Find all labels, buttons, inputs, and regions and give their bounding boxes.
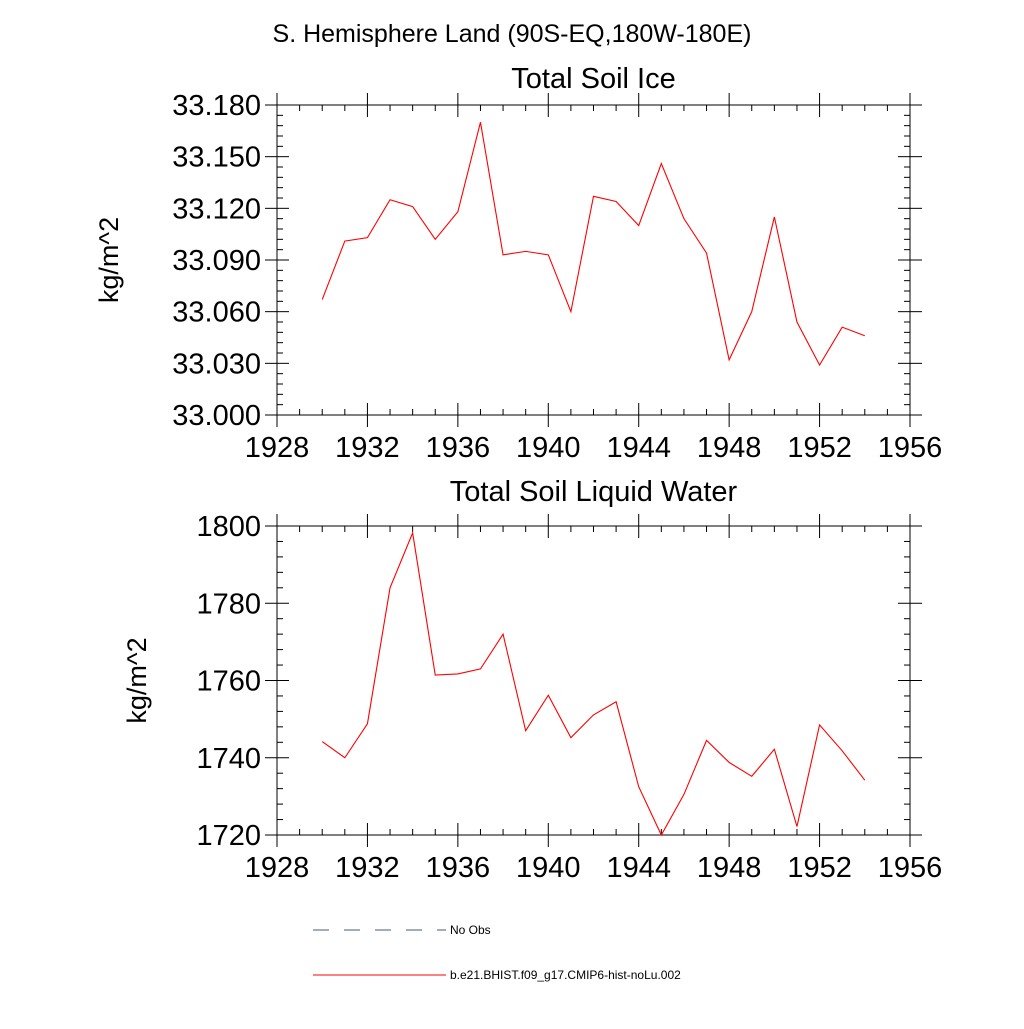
x-tick-label: 1940 <box>516 852 581 884</box>
legend: No Obs b.e21.BHIST.f09_g17.CMIP6-hist-noL… <box>313 923 681 982</box>
chart-title: Total Soil Ice <box>511 63 675 95</box>
chart-title: Total Soil Liquid Water <box>450 476 738 508</box>
y-axis-label: kg/m^2 <box>94 217 124 303</box>
y-tick-label: 33.060 <box>172 297 261 329</box>
x-tick-label: 1932 <box>335 852 400 884</box>
y-tick-label: 33.120 <box>172 193 261 225</box>
x-tick-label: 1952 <box>787 852 852 884</box>
x-tick-label: 1936 <box>426 852 491 884</box>
series-line <box>321 530 866 837</box>
y-tick-label: 1800 <box>196 511 261 543</box>
x-tick-label: 1936 <box>426 432 491 464</box>
x-tick-label: 1928 <box>245 852 310 884</box>
page-title: S. Hemisphere Land (90S-EQ,180W-180E) <box>273 20 752 48</box>
x-tick-label: 1948 <box>697 432 762 464</box>
y-tick-label: 1780 <box>196 588 261 620</box>
y-axis-label: kg/m^2 <box>122 637 152 723</box>
x-tick-label: 1928 <box>245 432 310 464</box>
y-tick-label: 33.030 <box>172 348 261 380</box>
x-tick-label: 1956 <box>878 432 943 464</box>
y-tick-label: 33.180 <box>172 90 261 122</box>
plot-frame <box>276 525 911 836</box>
plot-frame <box>276 104 911 416</box>
y-tick-label: 33.090 <box>172 245 261 277</box>
legend-label-1: No Obs <box>450 923 491 937</box>
chart-panel-2: Total Soil Liquid Water 1928 1932 1936 1940 1… <box>122 476 942 884</box>
y-tick-label: 33.150 <box>172 142 261 174</box>
y-tick-label: 1760 <box>196 666 261 698</box>
legend-label-2: b.e21.BHIST.f09_g17.CMIP6-hist-noLu.002 <box>450 968 681 982</box>
x-tick-label: 1940 <box>516 432 581 464</box>
x-tick-label: 1932 <box>335 432 400 464</box>
x-tick-label: 1944 <box>606 852 671 884</box>
x-tick-label: 1948 <box>697 852 762 884</box>
x-tick-label: 1944 <box>606 432 671 464</box>
y-tick-label: 1740 <box>196 743 261 775</box>
y-tick-label: 1720 <box>196 820 261 852</box>
x-tick-label: 1956 <box>878 852 943 884</box>
y-tick-label: 33.000 <box>172 400 261 432</box>
series-line <box>321 122 865 367</box>
x-tick-label: 1952 <box>787 432 852 464</box>
chart-panel-1: Total Soil Ice 1928 1932 1936 1940 1944 1948 19… <box>94 63 942 464</box>
chart-panels: Total Soil Ice 1928 1932 1936 1940 1944 1948 19… <box>94 63 942 884</box>
